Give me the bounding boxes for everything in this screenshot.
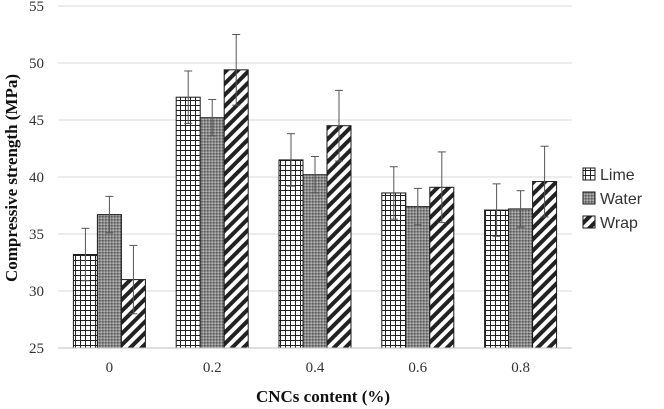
x-tick-label: 0.6 [408,360,427,376]
y-tick-label: 40 [29,170,44,186]
bar-lime [278,159,304,349]
legend-label-lime: Lime [600,167,635,184]
bar-water [302,174,328,349]
y-axis-title: Compressive strength (MPa) [2,74,21,282]
error-bars [81,34,549,315]
y-tick-label: 25 [29,341,44,357]
bars [72,69,558,349]
bar-wrap [326,125,352,349]
legend-label-water: Water [600,191,643,208]
legend-label-wrap: Wrap [600,215,638,232]
bar-water [96,214,122,349]
y-tick-label: 50 [29,56,44,72]
legend-swatch-water [582,191,596,205]
legend-swatch-lime [582,167,596,181]
bar-water [508,208,534,349]
x-tick-label: 0.2 [203,360,222,376]
x-tick-label: 0.4 [306,360,325,376]
bar-wrap [223,69,249,349]
y-tick-label: 30 [29,284,44,300]
x-axis: 0 0.2 0.4 0.6 0.8 [106,360,530,376]
y-axis: 25 30 35 40 45 50 55 [29,0,44,357]
y-tick-label: 45 [29,113,44,129]
bar-water [405,206,431,349]
x-tick-label: 0 [106,360,114,376]
y-tick-label: 55 [29,0,44,15]
bar-water [199,117,225,349]
legend: Lime Water Wrap [582,167,643,232]
x-tick-label: 0.8 [511,360,530,376]
x-axis-title: CNCs content (%) [256,387,390,406]
y-tick-label: 35 [29,227,44,243]
bar-lime [175,96,201,349]
legend-swatch-wrap [582,215,596,229]
